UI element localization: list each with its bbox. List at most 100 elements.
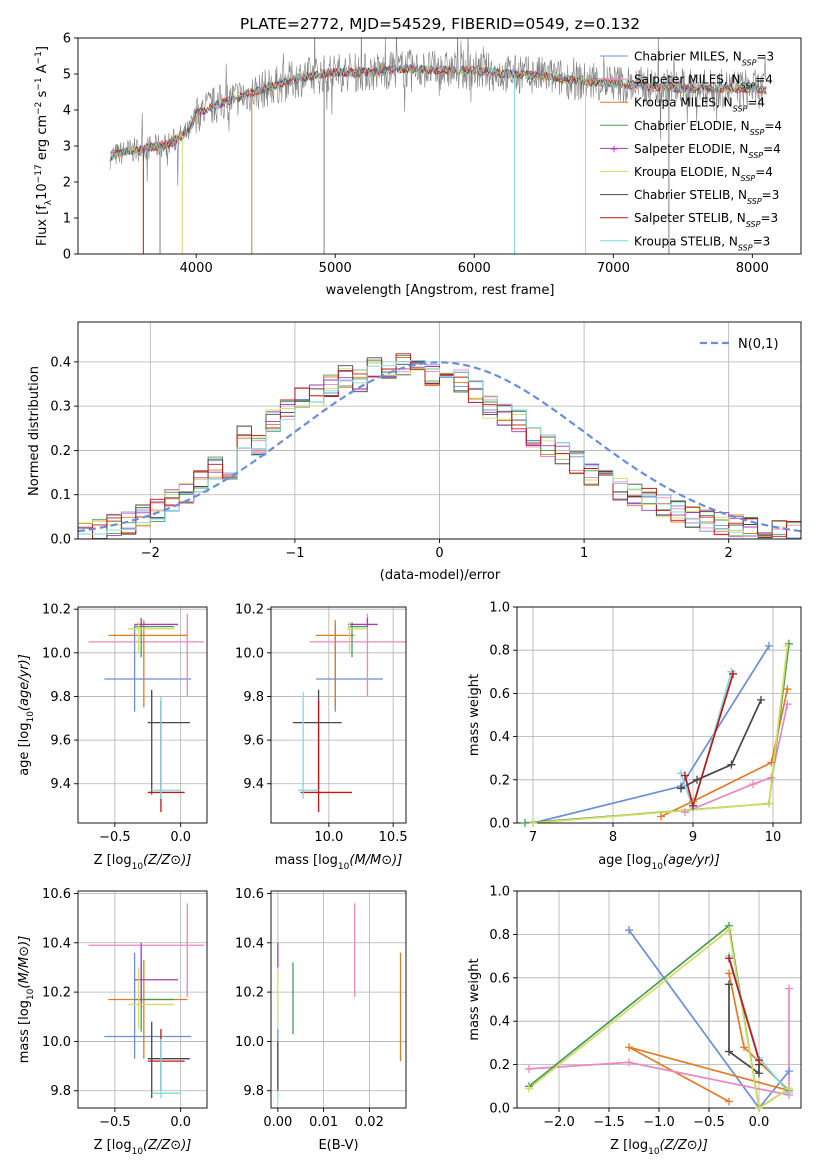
legend-label: Salpeter MILES, NSSP=4 <box>634 73 773 91</box>
panel-age_vs_mass: 10.0 10.5 9.4 9.6 9.8 10.0 10.2 mass [log10(M/M… <box>235 603 408 872</box>
x-tick-label: 4000 <box>180 261 213 276</box>
weight-point-marker <box>625 1058 633 1067</box>
x-tick-label: 0.0 <box>170 830 191 845</box>
weight-point-marker <box>725 1047 733 1056</box>
x-tick-label: 9 <box>689 830 697 845</box>
x-tick-label: 6000 <box>458 261 491 276</box>
y-tick-label: 9.8 <box>243 1084 264 1099</box>
weight-point-marker <box>740 1043 748 1052</box>
x-tick-label: 0.01 <box>309 1115 338 1130</box>
y-tick-label: 9.6 <box>50 734 71 749</box>
y-tick-label: 0.8 <box>489 928 510 943</box>
y-tick-label: 10.2 <box>235 986 264 1001</box>
weight-point-marker <box>693 775 701 784</box>
figure-title: PLATE=2772, MJD=54529, FIBERID=0549, z=0… <box>240 15 640 33</box>
y-tick-label: 0.2 <box>489 1058 510 1073</box>
legend-label: Chabrier MILES, NSSP=3 <box>634 50 774 68</box>
y-tick-label: 0.2 <box>50 444 71 459</box>
weight-series-line <box>680 699 762 790</box>
y-axis-label: mass [log10(M/M⊙)] <box>17 936 36 1064</box>
y-tick-label: 0.0 <box>50 533 71 548</box>
axes-frame <box>77 606 208 824</box>
y-tick-label: 0.1 <box>50 488 71 503</box>
histogram-step-line <box>78 353 801 539</box>
x-tick-label: −0.5 <box>99 1115 131 1130</box>
weight-point-marker <box>783 641 792 650</box>
weight-series-line <box>660 688 789 818</box>
spectrum-model-line <box>109 64 767 162</box>
y-tick-label: 9.8 <box>243 690 264 705</box>
weight-series-line <box>684 704 789 813</box>
x-tick-label: 0.0 <box>170 1115 191 1130</box>
histogram-step-line <box>78 360 801 539</box>
y-tick-label: 10.4 <box>235 936 264 951</box>
x-tick-label: −0.5 <box>693 1115 725 1130</box>
x-axis-label: wavelength [Angstrom, rest frame] <box>326 283 555 298</box>
y-tick-label: 0 <box>63 248 71 263</box>
plot-area <box>524 643 790 823</box>
panel-weight_vs_age: 7 8 9 10 0.0 0.2 0.4 0.6 0.8 1.0 age [log10(age/yr… <box>467 601 802 872</box>
y-tick-label: 2 <box>63 176 71 191</box>
weight-point-marker <box>657 812 665 821</box>
y-axis-label: age [log10(age/yr)] <box>17 654 36 776</box>
y-tick-label: 3 <box>63 140 71 155</box>
plot-area <box>277 903 402 1099</box>
x-tick-label: 10 <box>765 830 782 845</box>
x-tick-label: 8 <box>609 830 617 845</box>
y-tick-label: 10.4 <box>42 936 71 951</box>
panel-spectrum: 4000 5000 6000 7000 8000 0 1 2 3 4 5 6 wavelength [A… <box>34 32 802 298</box>
y-tick-label: 10.2 <box>42 986 71 1001</box>
weight-point-marker <box>767 773 776 782</box>
legend-marker: + <box>609 73 618 86</box>
weight-point-marker <box>677 784 685 793</box>
y-tick-label: 10.6 <box>235 887 264 902</box>
x-tick-label: 8000 <box>736 261 769 276</box>
y-tick-label: 9.4 <box>243 777 264 792</box>
normal-curve-line <box>78 361 801 533</box>
legend-label: Chabrier STELIB, NSSP=3 <box>634 188 779 206</box>
plot-area <box>292 613 406 813</box>
weight-point-marker <box>525 1064 533 1073</box>
y-tick-label: 0.6 <box>489 971 510 986</box>
weight-point-marker <box>783 685 792 694</box>
x-tick-label: 5000 <box>319 261 352 276</box>
weight-point-marker <box>521 819 529 827</box>
y-tick-label: 1.0 <box>489 885 510 900</box>
y-tick-label: 0.6 <box>489 687 510 702</box>
legend-label: Salpeter STELIB, NSSP=3 <box>634 211 778 229</box>
weight-point-marker <box>785 984 793 993</box>
x-tick-label: 10.5 <box>379 830 408 845</box>
y-axis-label: mass weight <box>467 958 482 1040</box>
legend-label: Kroupa STELIB, NSSP=3 <box>634 234 770 252</box>
panel-mass_vs_Z: −0.5 0.0 9.8 10.0 10.2 10.4 10.6 Z [log10(Z/Z⊙)… <box>17 887 208 1157</box>
y-tick-label: 9.8 <box>50 1084 71 1099</box>
x-tick-label: 7 <box>529 830 537 845</box>
y-tick-label: 4 <box>63 104 71 119</box>
y-axis-label: Normed distribution <box>27 366 42 496</box>
y-axis-label: mass weight <box>467 674 482 756</box>
y-tick-label: 0.2 <box>489 773 510 788</box>
legend-label: Salpeter ELODIE, NSSP=4 <box>634 142 781 160</box>
weight-point-marker <box>729 669 737 678</box>
y-tick-label: 9.4 <box>50 777 71 792</box>
weight-series-line <box>532 645 789 823</box>
axes-frame <box>77 890 208 1109</box>
y-tick-label: 0.4 <box>489 1015 510 1030</box>
x-tick-label: 10.0 <box>314 830 343 845</box>
x-tick-label: −2.0 <box>543 1115 575 1130</box>
plot-area <box>78 353 801 539</box>
x-tick-label: 0.0 <box>749 1115 770 1130</box>
weight-series-line <box>628 929 790 1108</box>
y-tick-label: 0.4 <box>50 355 71 370</box>
legend-marker: + <box>609 142 618 155</box>
x-axis-label: Z [log10(Z/Z⊙)] <box>94 1138 192 1157</box>
y-tick-label: 0.4 <box>489 730 510 745</box>
weight-point-marker <box>681 808 689 817</box>
weight-point-marker <box>689 801 697 810</box>
x-tick-label: −1 <box>285 546 304 561</box>
x-tick-label: 0 <box>435 546 443 561</box>
x-axis-label: E(B-V) <box>318 1138 358 1153</box>
y-tick-label: 0.0 <box>489 817 510 832</box>
y-tick-label: 0.0 <box>489 1102 510 1117</box>
